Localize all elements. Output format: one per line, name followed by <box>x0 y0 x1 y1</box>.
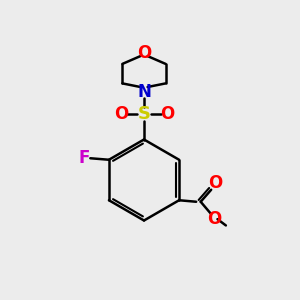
Text: O: O <box>114 105 128 123</box>
Text: O: O <box>160 105 174 123</box>
Text: O: O <box>208 174 222 192</box>
Text: N: N <box>137 83 151 101</box>
Text: S: S <box>137 105 151 123</box>
Text: O: O <box>207 210 221 228</box>
Text: F: F <box>79 149 90 167</box>
Text: O: O <box>137 44 151 62</box>
